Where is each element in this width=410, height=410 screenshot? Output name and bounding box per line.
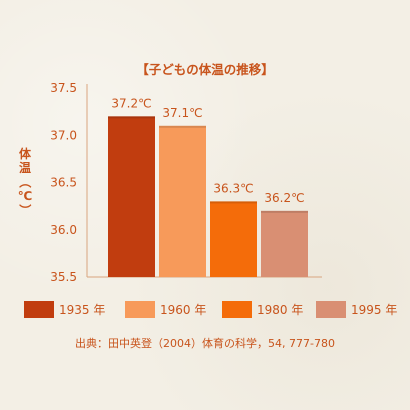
legend-label: 1935 年 [59, 303, 105, 317]
bar-top-edge [159, 125, 206, 128]
y-tick-label: 35.5 [50, 270, 77, 284]
data-label: 36.2℃ [264, 191, 304, 205]
legend-label: 1960 年 [160, 303, 206, 317]
y-tick-label: 37.0 [50, 128, 77, 142]
bars [108, 116, 308, 277]
legend-label: 1980 年 [257, 303, 303, 317]
y-axis-label-char: （ [18, 176, 33, 188]
data-label: 37.2℃ [111, 96, 151, 110]
data-label: 36.3℃ [213, 181, 253, 195]
legend-swatch [125, 301, 155, 318]
y-tick-labels: 35.5 36.0 36.5 37.0 37.5 [50, 81, 77, 284]
data-label: 37.1℃ [162, 106, 202, 120]
y-axis-label-char: 体 [19, 146, 32, 161]
y-tick-label: 37.5 [50, 81, 77, 95]
bar-1960 [159, 125, 206, 277]
legend-swatch [24, 301, 54, 318]
y-tick-label: 36.0 [50, 223, 77, 237]
bar-top-edge [108, 116, 155, 119]
y-axis-label-char: 温 [19, 161, 31, 175]
y-tick-label: 36.5 [50, 176, 77, 190]
bar-1980 [210, 201, 257, 277]
y-axis-label: 体温（℃） [18, 146, 33, 216]
bar-1935 [108, 116, 155, 277]
source-note: 出典：田中英登（2004）体育の科学，54, 777-780 [75, 336, 335, 350]
legend: 1935 年 1960 年 1980 年 1995 年 [24, 301, 397, 318]
chart-title: 【子どもの体温の推移】 [136, 62, 274, 77]
y-axis-label-char: ℃ [18, 189, 33, 203]
legend-swatch [222, 301, 252, 318]
y-axis-label-char: ） [18, 204, 33, 216]
bar-1995 [261, 210, 308, 277]
legend-label: 1995 年 [351, 303, 397, 317]
legend-swatch [316, 301, 346, 318]
bar-top-edge [261, 210, 308, 213]
data-labels: 37.2℃ 37.1℃ 36.3℃ 36.2℃ [111, 96, 304, 205]
bar-top-edge [210, 201, 257, 204]
